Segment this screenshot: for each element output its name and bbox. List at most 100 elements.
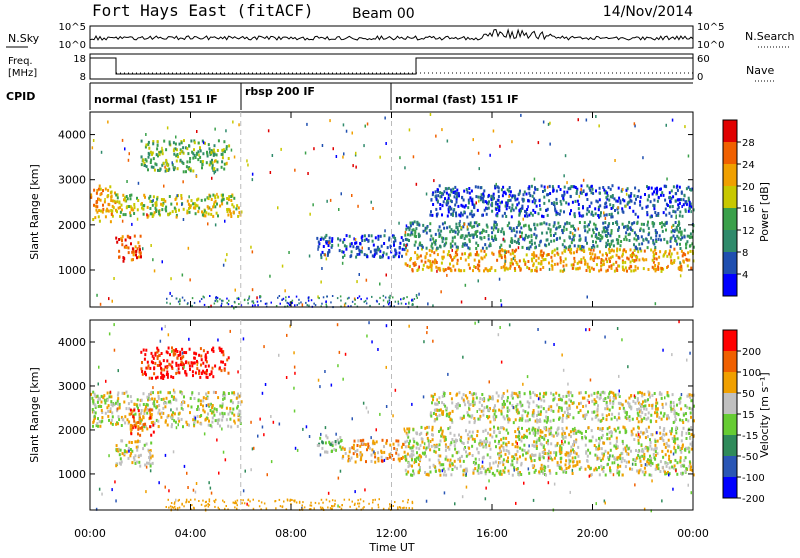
vel-cell — [189, 365, 191, 368]
vel-cell — [457, 458, 459, 461]
power-cell — [340, 295, 342, 297]
power-cell — [211, 198, 213, 201]
vel-cell — [680, 408, 682, 411]
power-cell — [608, 199, 610, 202]
vel-cell — [493, 430, 495, 433]
power-cell — [549, 231, 551, 234]
power-cell — [473, 138, 475, 141]
vel-cell — [661, 450, 663, 453]
vel-cell — [629, 419, 631, 422]
power-cell — [416, 254, 418, 257]
power-cell — [371, 234, 373, 237]
power-cell — [573, 238, 575, 241]
vel-cell — [137, 440, 139, 443]
vel-cell — [374, 442, 376, 445]
vel-cell — [398, 458, 400, 461]
power-cell — [494, 235, 496, 238]
power-cell — [669, 205, 671, 208]
power-cell — [213, 149, 215, 152]
power-cell — [452, 240, 454, 243]
power-cell — [448, 211, 450, 214]
vel-cell — [413, 472, 415, 475]
power-cell — [556, 198, 558, 201]
vel-cell — [542, 451, 544, 454]
power-cell — [559, 225, 561, 228]
power-cell — [372, 207, 374, 210]
vel-cell — [686, 432, 688, 435]
power-cell — [480, 186, 482, 189]
vel-cell — [568, 433, 570, 436]
vel-cell — [460, 439, 462, 442]
power-cell — [673, 235, 675, 238]
vel-cell — [460, 465, 462, 468]
vel-cell — [150, 391, 152, 394]
vel-cell — [178, 364, 180, 367]
power-cell — [287, 302, 289, 304]
power-cell — [640, 196, 642, 199]
vel-cell — [219, 412, 221, 415]
power-cell — [416, 221, 418, 224]
vel-cell — [444, 405, 446, 408]
power-cell — [675, 240, 677, 243]
power-cell — [429, 229, 431, 232]
power-cell — [598, 233, 600, 236]
power-cell — [663, 211, 665, 214]
power-cell — [228, 144, 230, 147]
power-cell — [661, 270, 663, 273]
vel-cell — [207, 403, 209, 406]
power-cell — [642, 229, 644, 232]
vel-cell — [126, 391, 128, 394]
power-cell — [406, 224, 408, 227]
vel-cell — [104, 402, 106, 405]
power-cell — [543, 258, 545, 261]
power-cell — [443, 244, 445, 247]
vel-cell — [687, 447, 689, 450]
power-cell — [640, 227, 642, 230]
vel-cell — [588, 395, 590, 398]
power-cell — [444, 197, 446, 200]
power-cell — [508, 222, 510, 225]
power-cell — [232, 121, 234, 124]
power-cell — [195, 204, 197, 207]
power-cell — [590, 202, 592, 205]
vel-cell — [153, 400, 155, 403]
power-cell — [175, 154, 177, 157]
power-cell — [197, 158, 199, 161]
power-cell — [595, 224, 597, 227]
power-cell — [343, 123, 345, 126]
power-cell — [142, 247, 144, 250]
power-cell — [202, 160, 204, 163]
power-cell — [688, 155, 690, 158]
vel-cell — [691, 448, 693, 451]
power-cell — [591, 235, 593, 238]
power-cell — [598, 208, 600, 211]
vel-cell — [177, 417, 179, 420]
power-cell — [574, 234, 576, 237]
vel-cell — [505, 443, 507, 446]
power-cell — [325, 300, 327, 302]
power-cell — [629, 239, 631, 242]
vel-cell — [631, 433, 633, 436]
vel-cell — [483, 467, 485, 470]
vel-cell — [451, 438, 453, 441]
vel-cell — [131, 461, 133, 464]
vel-cell — [220, 360, 222, 363]
power-cell — [145, 158, 147, 161]
vel-cell — [405, 469, 407, 472]
vel-cell — [526, 436, 528, 439]
power-cell — [323, 245, 325, 248]
vel-cell — [469, 391, 471, 394]
power-cell — [514, 240, 516, 243]
vel-cell — [486, 405, 488, 408]
date-label: 14/Nov/2014 — [603, 4, 693, 20]
vel-cell — [94, 403, 96, 406]
vel-cell — [524, 410, 526, 413]
power-cell — [183, 170, 185, 173]
vel-cell — [107, 410, 109, 413]
vel-cell — [411, 453, 413, 456]
power-cell — [468, 263, 470, 266]
power-cell — [604, 221, 606, 224]
power-cell — [498, 199, 500, 202]
vel-band-4 — [317, 434, 343, 453]
vel-cell — [438, 469, 440, 472]
